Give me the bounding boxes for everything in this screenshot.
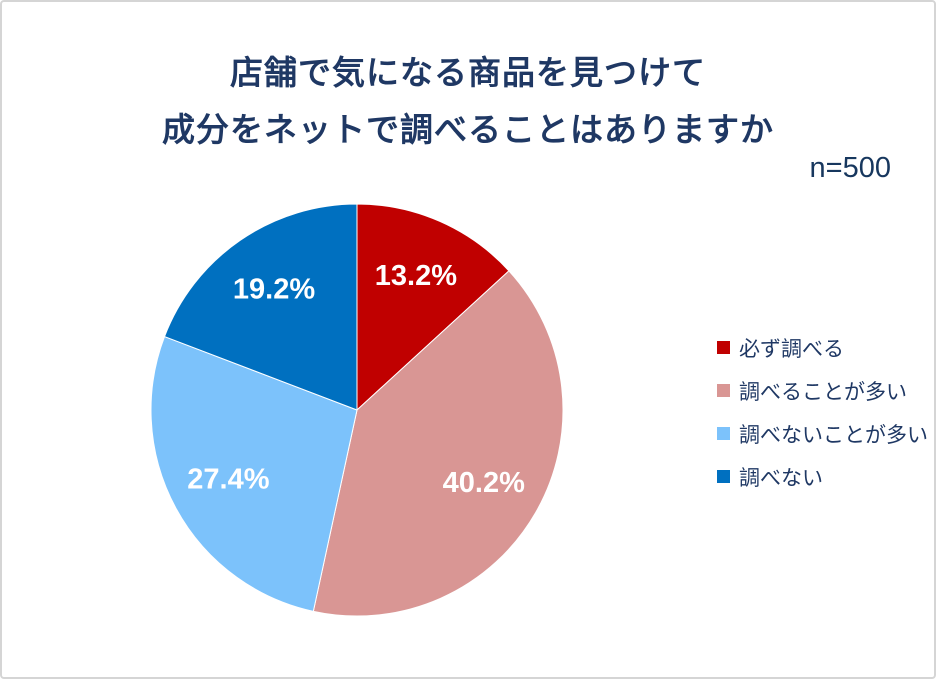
legend-swatch [717,384,730,397]
legend-label: 調べない [739,466,823,490]
legend-label: 調べることが多い [739,380,907,404]
chart-title-line-1: 店舗で気になる商品を見つけて [230,54,706,91]
legend-label: 調べないことが多い [739,423,928,447]
pie-slice [150,336,358,612]
chart-title: 店舗で気になる商品を見つけて 成分をネットで調べることはありますか [2,44,934,158]
legend-swatch [717,470,730,483]
chart-title-line-2: 成分をネットで調べることはありますか [162,111,774,148]
legend-item: 調べないことが多い [717,412,928,455]
legend-swatch [717,341,730,354]
legend: 必ず調べる 調べることが多い 調べないことが多い 調べない [717,326,928,498]
legend-swatch [717,427,730,440]
legend-label: 必ず調べる [739,337,844,361]
slice-label: 19.2% [233,274,315,306]
pie-chart: 13.2% 40.2% 27.4% 19.2% [137,190,577,630]
pie-slice [356,203,510,411]
pie-svg: 13.2% 40.2% 27.4% 19.2% [150,203,564,617]
legend-item: 必ず調べる [717,326,928,369]
slice-label: 27.4% [187,464,269,496]
sample-size-label: n=500 [809,152,891,184]
slice-label: 40.2% [443,467,525,499]
pie-slice [312,270,564,617]
legend-item: 調べることが多い [717,369,928,412]
legend-item: 調べない [717,455,928,498]
slice-label: 13.2% [375,260,457,292]
pie-slice [164,203,358,411]
